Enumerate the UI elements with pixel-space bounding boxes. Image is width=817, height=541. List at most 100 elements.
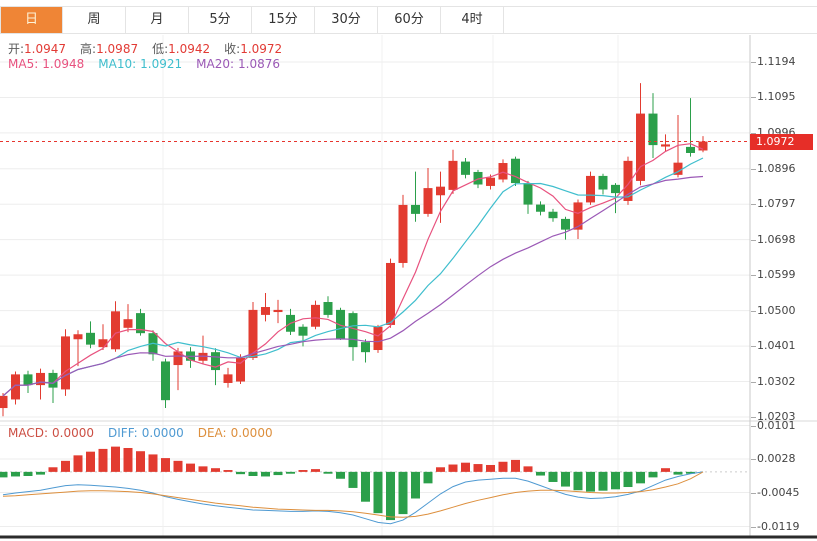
candle: [23, 374, 33, 386]
candle: [473, 171, 483, 185]
candle: [48, 372, 58, 388]
candle: [548, 211, 558, 219]
dea-value: 0.0000: [230, 426, 273, 440]
candle: [273, 309, 283, 313]
close-readout: 收:1.0972: [224, 42, 282, 56]
macd-bar: [136, 451, 145, 472]
candle: [536, 204, 545, 212]
macd-bar: [48, 467, 58, 472]
candle: [73, 334, 83, 340]
candle: [511, 158, 520, 184]
macd-bar: [23, 471, 33, 476]
macd-bar: [211, 468, 220, 472]
price-tick: 1.0203: [751, 410, 796, 423]
macd-bar: [686, 471, 695, 474]
tab-4时[interactable]: 4时: [441, 7, 504, 33]
close-label: 收:: [224, 42, 241, 56]
open-readout: 开:1.0947: [8, 42, 66, 56]
macd-bar: [373, 471, 383, 514]
candle: [698, 141, 708, 151]
ma-readout: MA5: 1.0948 MA10: 1.0921 MA20: 1.0876: [8, 57, 294, 71]
ma5-label: MA5:: [8, 57, 39, 71]
macd-bar: [123, 447, 133, 472]
dea-label: DEA:: [197, 426, 227, 440]
candle: [336, 309, 345, 340]
macd-bar: [436, 467, 445, 472]
candle: [561, 218, 570, 230]
price-tick: 1.1095: [751, 90, 796, 104]
candle: [248, 309, 258, 358]
macd-bar: [536, 471, 545, 476]
candle: [111, 311, 120, 350]
price-tick: 1.0500: [751, 303, 796, 317]
macd-bar: [523, 466, 533, 472]
ma20-label: MA20:: [196, 57, 234, 71]
macd-bar: [398, 471, 408, 515]
low-label: 低:: [152, 42, 169, 56]
tab-bar: 日周月 5分 15分 30分 60分 4时: [0, 6, 817, 34]
dea-group: DEA: 0.0000: [198, 426, 273, 440]
macd-bar: [73, 455, 83, 472]
macd-bar: [86, 451, 95, 472]
macd-bar: [261, 471, 270, 477]
ma10-label: MA10:: [98, 57, 137, 71]
macd-bar: [623, 471, 633, 488]
diff-group: DIFF: 0.0000: [108, 426, 184, 440]
candle: [211, 352, 220, 371]
candle: [161, 361, 170, 401]
ma10-value: 1.0921: [140, 57, 183, 71]
high-readout: 高:1.0987: [80, 42, 138, 56]
ma20-line: [2, 175, 704, 397]
macd-bar: [386, 471, 395, 521]
tab-60分[interactable]: 60分: [378, 7, 441, 33]
price-tick: 1.0401: [751, 339, 796, 353]
tab-周[interactable]: 周: [63, 7, 126, 33]
candle: [386, 262, 395, 325]
macd-bar: [0, 471, 8, 478]
macd-bar: [311, 469, 320, 472]
macd-value: 0.0000: [52, 426, 95, 440]
price-tick: 1.0896: [751, 161, 796, 175]
high-label: 高:: [80, 42, 97, 56]
macd-bar: [298, 470, 308, 472]
candle: [136, 313, 145, 334]
diff-label: DIFF:: [108, 426, 138, 440]
macd-bar: [361, 471, 370, 502]
tab-月[interactable]: 月: [126, 7, 189, 33]
candle: [373, 326, 383, 351]
candle: [311, 304, 320, 327]
candle: [611, 184, 620, 194]
candle: [261, 307, 270, 315]
close-value: 1.0972: [240, 42, 283, 56]
candle: [423, 188, 433, 214]
tab-5分[interactable]: 5分: [189, 7, 252, 33]
macd-bar: [248, 471, 258, 476]
ma10-readout: MA10: 1.0921: [98, 57, 182, 71]
price-tick: 1.1194: [751, 55, 796, 68]
tab-30分[interactable]: 30分: [315, 7, 378, 33]
macd-bar: [61, 460, 70, 472]
macd-bar: [323, 471, 333, 474]
candle: [411, 204, 420, 214]
macd-bar: [636, 471, 645, 484]
candle: [648, 113, 658, 146]
open-value: 1.0947: [24, 42, 67, 56]
macd-bar: [511, 459, 520, 472]
price-tick: 1.0599: [751, 268, 796, 282]
candle: [198, 352, 208, 361]
last-price-badge: 1.0972: [750, 133, 813, 150]
tab-日[interactable]: 日: [0, 7, 63, 33]
candle: [623, 160, 633, 201]
candle: [498, 163, 508, 180]
diff-value: 0.0000: [141, 426, 184, 440]
macd-bar: [98, 448, 108, 472]
candle: [436, 186, 445, 196]
macd-bar: [573, 471, 583, 491]
macd-bar: [448, 464, 458, 472]
macd-tick: -0.0045: [750, 485, 800, 499]
tab-15分[interactable]: 15分: [252, 7, 315, 33]
macd-bar: [198, 466, 208, 472]
macd-bar: [286, 471, 295, 474]
candle: [398, 204, 408, 263]
